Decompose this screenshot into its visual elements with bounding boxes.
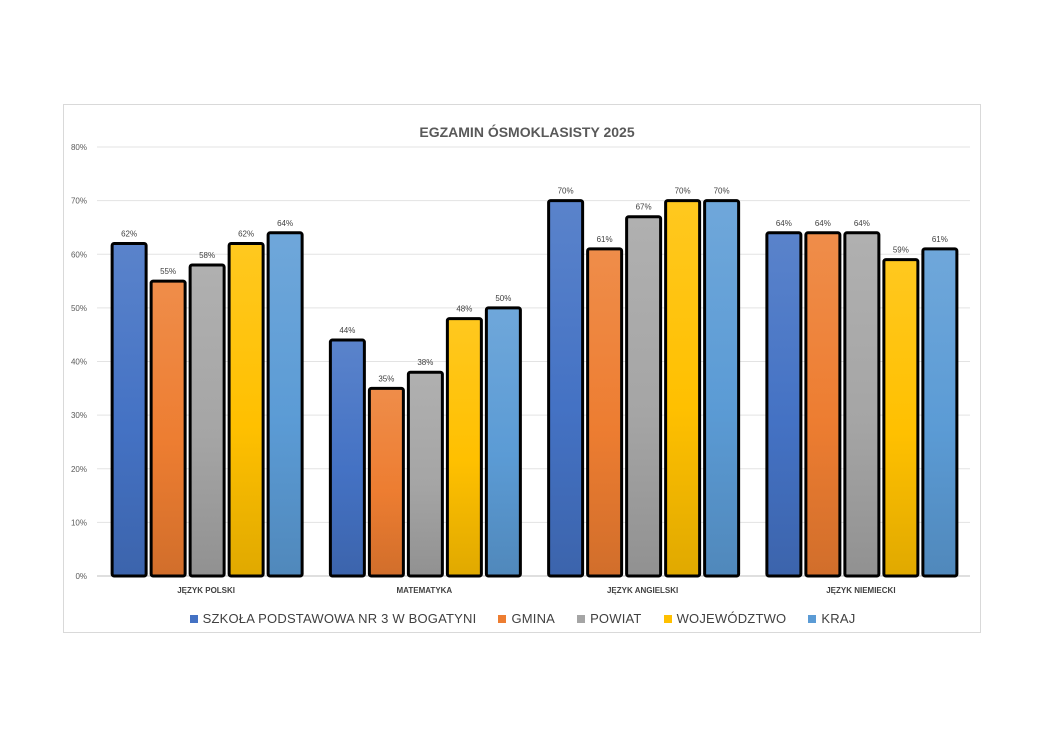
legend-swatch	[808, 614, 817, 623]
bar	[804, 231, 842, 578]
bar	[765, 231, 803, 578]
y-tick-label: 30%	[71, 411, 87, 420]
bar	[149, 279, 187, 578]
bar	[367, 386, 405, 578]
y-tick-label: 20%	[71, 465, 87, 474]
data-label: 70%	[558, 187, 574, 196]
data-label: 70%	[675, 187, 691, 196]
x-tick-label: JĘZYK POLSKI	[177, 586, 235, 595]
y-tick-label: 10%	[71, 518, 87, 527]
data-label: 64%	[854, 219, 870, 228]
legend-item: POWIAT	[577, 611, 642, 626]
bar	[625, 215, 663, 578]
legend-swatch	[189, 614, 198, 623]
bar	[703, 199, 741, 578]
bar	[227, 242, 265, 578]
x-axis: JĘZYK POLSKI MATEMATYKA JĘZYK ANGIELSKI JĘZ…	[177, 586, 895, 595]
bar	[445, 317, 483, 578]
data-label: 61%	[597, 235, 613, 244]
legend-item: KRAJ	[808, 611, 855, 626]
bar	[664, 199, 702, 578]
data-label: 38%	[417, 358, 433, 367]
legend-item: WOJEWÓDZTWO	[663, 611, 787, 626]
y-tick-label: 40%	[71, 358, 87, 367]
y-tick-label: 50%	[71, 304, 87, 313]
legend-label: KRAJ	[821, 611, 856, 626]
legend-item: SZKOŁA PODSTAWOWA NR 3 W BOGATYNI	[189, 611, 477, 626]
data-label: 59%	[893, 246, 909, 255]
data-label: 64%	[277, 219, 293, 228]
legend-label: SZKOŁA PODSTAWOWA NR 3 W BOGATYNI	[202, 611, 477, 626]
y-tick-label: 60%	[71, 250, 87, 259]
legend-swatch	[577, 614, 586, 623]
data-label: 44%	[339, 326, 355, 335]
y-tick-label: 0%	[75, 572, 87, 581]
bar	[266, 231, 304, 578]
data-label: 64%	[776, 219, 792, 228]
bar	[547, 199, 585, 578]
bar	[843, 231, 881, 578]
legend-label: GMINA	[511, 611, 556, 626]
legend-label: POWIAT	[590, 611, 642, 626]
y-axis: 0% 10% 20% 30% 40% 50% 60% 70% 80%	[71, 143, 87, 581]
data-label: 62%	[238, 230, 254, 239]
data-label: 55%	[160, 267, 176, 276]
bar	[110, 242, 148, 578]
data-label: 61%	[932, 235, 948, 244]
legend-swatch	[498, 614, 507, 623]
y-tick-label: 80%	[71, 143, 87, 152]
bar	[921, 247, 959, 578]
chart-title: EGZAMIN ÓSMOKLASISTY 2025	[419, 123, 634, 140]
legend-label: WOJEWÓDZTWO	[676, 611, 787, 626]
data-label: 58%	[199, 251, 215, 260]
bars: 62% 55% 58% 62% 64% 44% 35% 38% 48% 50% 70% 61% 67% 7…	[110, 187, 959, 578]
bar	[328, 338, 366, 578]
legend-item: GMINA	[498, 611, 555, 626]
legend-swatch	[663, 614, 672, 623]
data-label: 64%	[815, 219, 831, 228]
bar	[188, 263, 226, 578]
x-tick-label: JĘZYK ANGIELSKI	[607, 586, 678, 595]
data-label: 62%	[121, 230, 137, 239]
x-tick-label: MATEMATYKA	[397, 586, 453, 595]
bar	[406, 370, 444, 578]
bar	[484, 306, 522, 578]
data-label: 67%	[636, 203, 652, 212]
y-tick-label: 70%	[71, 197, 87, 206]
data-label: 35%	[378, 374, 394, 383]
data-label: 48%	[456, 305, 472, 314]
data-label: 50%	[495, 294, 511, 303]
x-tick-label: JĘZYK NIEMIECKI	[826, 586, 895, 595]
data-label: 70%	[714, 187, 730, 196]
legend: SZKOŁA PODSTAWOWA NR 3 W BOGATYNI GMINA PO…	[0, 611, 1045, 626]
bar	[586, 247, 624, 578]
bar	[882, 258, 920, 578]
